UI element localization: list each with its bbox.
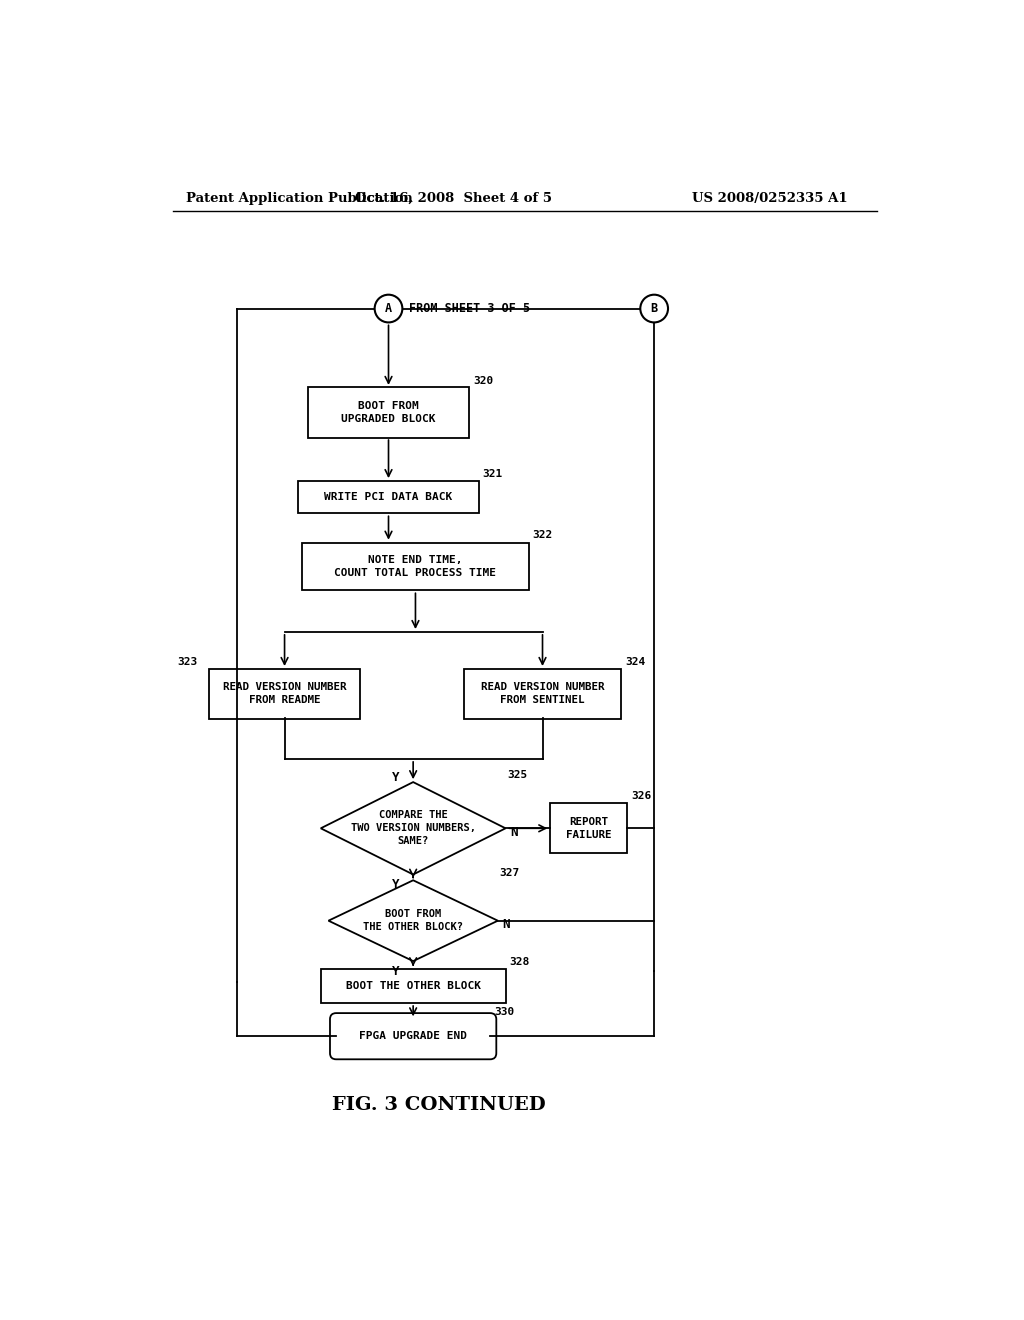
Text: 325: 325 — [507, 770, 527, 780]
Bar — [302, 543, 529, 590]
Text: READ VERSION NUMBER
FROM README: READ VERSION NUMBER FROM README — [223, 682, 346, 705]
Text: FROM SHEET 3 OF 5: FROM SHEET 3 OF 5 — [409, 302, 529, 315]
Bar — [321, 969, 506, 1003]
Text: 324: 324 — [625, 656, 645, 667]
Text: BOOT FROM
UPGRADED BLOCK: BOOT FROM UPGRADED BLOCK — [341, 401, 436, 424]
Text: Oct. 16, 2008  Sheet 4 of 5: Oct. 16, 2008 Sheet 4 of 5 — [355, 191, 553, 205]
Text: WRITE PCI DATA BACK: WRITE PCI DATA BACK — [325, 492, 453, 502]
Bar — [307, 388, 469, 437]
Text: A: A — [385, 302, 392, 315]
Circle shape — [640, 294, 668, 322]
Text: COMPARE THE
TWO VERSION NUMBERS,
SAME?: COMPARE THE TWO VERSION NUMBERS, SAME? — [350, 810, 476, 846]
Text: Y: Y — [392, 965, 399, 978]
Text: 326: 326 — [631, 792, 651, 801]
Text: 323: 323 — [177, 656, 198, 667]
Text: N: N — [510, 825, 518, 838]
Text: 322: 322 — [532, 531, 553, 540]
Text: NOTE END TIME,
COUNT TOTAL PROCESS TIME: NOTE END TIME, COUNT TOTAL PROCESS TIME — [335, 554, 497, 578]
Circle shape — [375, 294, 402, 322]
Bar — [210, 668, 359, 718]
Text: 330: 330 — [494, 1007, 514, 1016]
Text: FPGA UPGRADE END: FPGA UPGRADE END — [359, 1031, 467, 1041]
Text: Y: Y — [392, 878, 399, 891]
Text: BOOT FROM
THE OTHER BLOCK?: BOOT FROM THE OTHER BLOCK? — [364, 909, 463, 932]
Text: 327: 327 — [500, 869, 519, 878]
Bar — [464, 668, 622, 718]
Text: 321: 321 — [482, 469, 503, 479]
Text: B: B — [650, 302, 657, 315]
Text: US 2008/0252335 A1: US 2008/0252335 A1 — [692, 191, 848, 205]
Text: N: N — [503, 917, 510, 931]
Text: Y: Y — [392, 771, 399, 784]
Text: REPORT
FAILURE: REPORT FAILURE — [566, 817, 611, 840]
Text: BOOT THE OTHER BLOCK: BOOT THE OTHER BLOCK — [346, 981, 480, 991]
Bar — [298, 480, 479, 513]
Text: 320: 320 — [473, 376, 494, 385]
FancyBboxPatch shape — [330, 1014, 497, 1059]
Text: Patent Application Publication: Patent Application Publication — [186, 191, 413, 205]
Text: FIG. 3 CONTINUED: FIG. 3 CONTINUED — [332, 1097, 546, 1114]
Polygon shape — [321, 781, 506, 875]
Polygon shape — [329, 880, 498, 961]
Text: 328: 328 — [509, 957, 529, 966]
Text: READ VERSION NUMBER
FROM SENTINEL: READ VERSION NUMBER FROM SENTINEL — [480, 682, 604, 705]
Bar — [550, 804, 628, 853]
